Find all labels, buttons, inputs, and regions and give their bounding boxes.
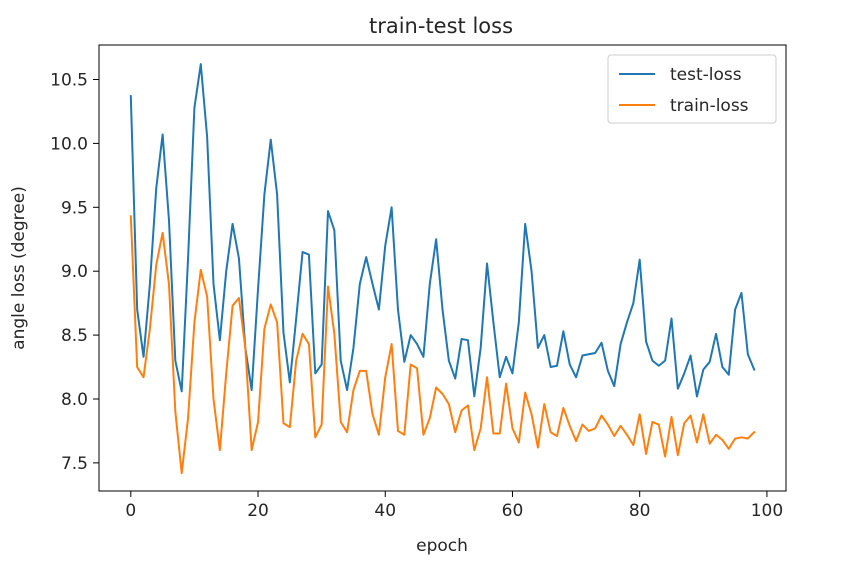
- train-loss-line: [129, 215, 756, 475]
- y-tick-label: 7.5: [61, 454, 88, 474]
- plot-frame: [98, 44, 787, 492]
- x-tick-label: 100: [751, 501, 783, 521]
- x-tick-label: 80: [629, 501, 651, 521]
- x-tick-label: 40: [374, 501, 396, 521]
- x-axis-ticks: 0 20 40 60 80 100: [125, 491, 783, 521]
- test-loss-line: [129, 63, 756, 398]
- legend: test-loss train-loss: [607, 54, 777, 124]
- x-tick-label: 20: [247, 501, 269, 521]
- y-tick-label: 9.5: [61, 198, 88, 218]
- y-tick-label: 10.5: [50, 71, 88, 91]
- x-tick-label: 60: [502, 501, 524, 521]
- chart-title: train-test loss: [369, 14, 513, 38]
- y-tick-label: 10.0: [50, 134, 88, 154]
- x-tick-label: 0: [125, 501, 136, 521]
- train-loss-legend-label: train-loss: [670, 96, 749, 116]
- x-axis-label: epoch: [416, 536, 468, 556]
- y-tick-label: 9.0: [61, 262, 88, 282]
- y-axis-ticks: 7.5 8.0 8.5 9.0 9.5 10.0 10.5: [50, 71, 99, 474]
- y-tick-label: 8.0: [61, 390, 88, 410]
- plot-lines: [129, 63, 756, 475]
- test-loss-legend-label: test-loss: [670, 65, 742, 85]
- y-axis-label: angle loss (degree): [9, 186, 29, 350]
- y-tick-label: 8.5: [61, 326, 88, 346]
